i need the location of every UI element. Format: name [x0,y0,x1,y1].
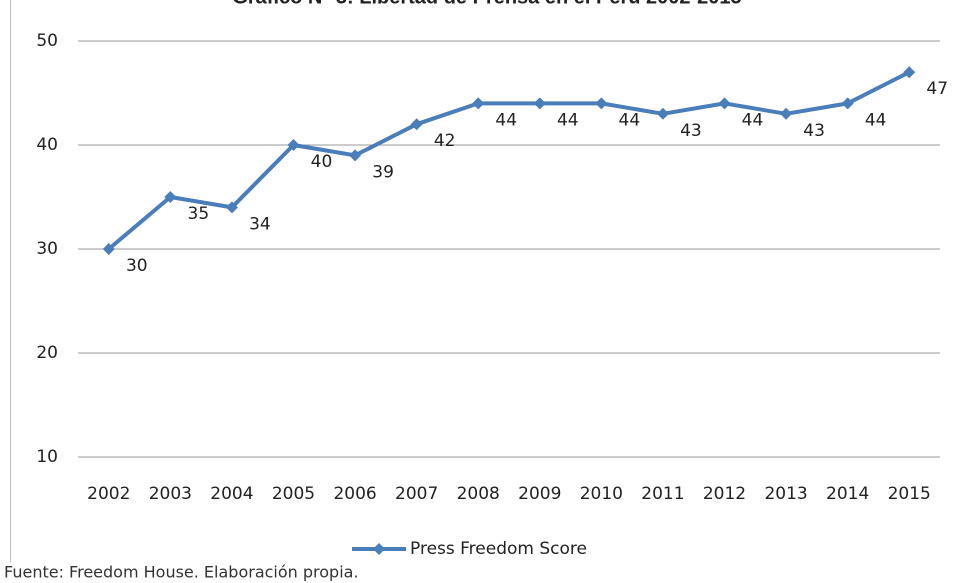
data-point [472,97,485,110]
x-tick-label: 2012 [703,484,746,504]
x-tick-label: 2005 [272,484,315,504]
x-tick-label: 2008 [457,484,500,504]
y-tick-label: 40 [36,135,58,155]
x-tick-label: 2013 [764,484,807,504]
data-point [533,97,546,110]
data-point [656,107,669,120]
data-label: 42 [434,131,456,151]
data-point [841,97,854,110]
x-tick-label: 2004 [210,484,253,504]
data-label: 43 [803,121,825,141]
data-label: 44 [742,110,764,130]
x-tick-label: 2014 [826,484,869,504]
x-tick-label: 2015 [888,484,931,504]
data-label: 44 [495,110,517,130]
data-label: 34 [249,214,271,234]
x-tick-label: 2003 [149,484,192,504]
x-tick-label: 2002 [87,484,130,504]
x-tick-label: 2007 [395,484,438,504]
legend-label: Press Freedom Score [410,539,587,559]
data-label: 39 [372,162,394,182]
y-tick-label: 10 [36,447,58,467]
x-tick-label: 2010 [580,484,623,504]
chart-title: Gráfico N° 3: Libertad de Prensa en el P… [232,0,741,8]
data-label: 47 [926,79,948,99]
x-tick-label: 2009 [518,484,561,504]
y-tick-label: 50 [36,31,58,51]
x-tick-label: 2006 [333,484,376,504]
data-point [164,191,177,203]
data-point [718,97,731,110]
source-note: Fuente: Freedom House. Elaboración propi… [4,563,359,582]
data-point [903,66,916,79]
data-label: 44 [865,110,887,130]
y-tick-label: 20 [36,343,58,363]
data-label: 44 [619,110,641,130]
data-point [410,118,423,131]
data-label: 43 [680,121,702,141]
data-label: 30 [126,256,148,276]
data-point [102,243,115,255]
data-label: 40 [311,152,333,172]
data-point [225,201,238,214]
legend-marker [373,543,385,555]
data-point [780,107,793,120]
data-label: 35 [188,204,210,224]
data-point [595,97,608,110]
x-tick-label: 2011 [641,484,684,504]
y-tick-label: 30 [36,239,58,259]
data-line [107,70,911,251]
data-point [349,149,362,162]
data-label: 44 [557,110,579,130]
data-point [287,139,300,151]
